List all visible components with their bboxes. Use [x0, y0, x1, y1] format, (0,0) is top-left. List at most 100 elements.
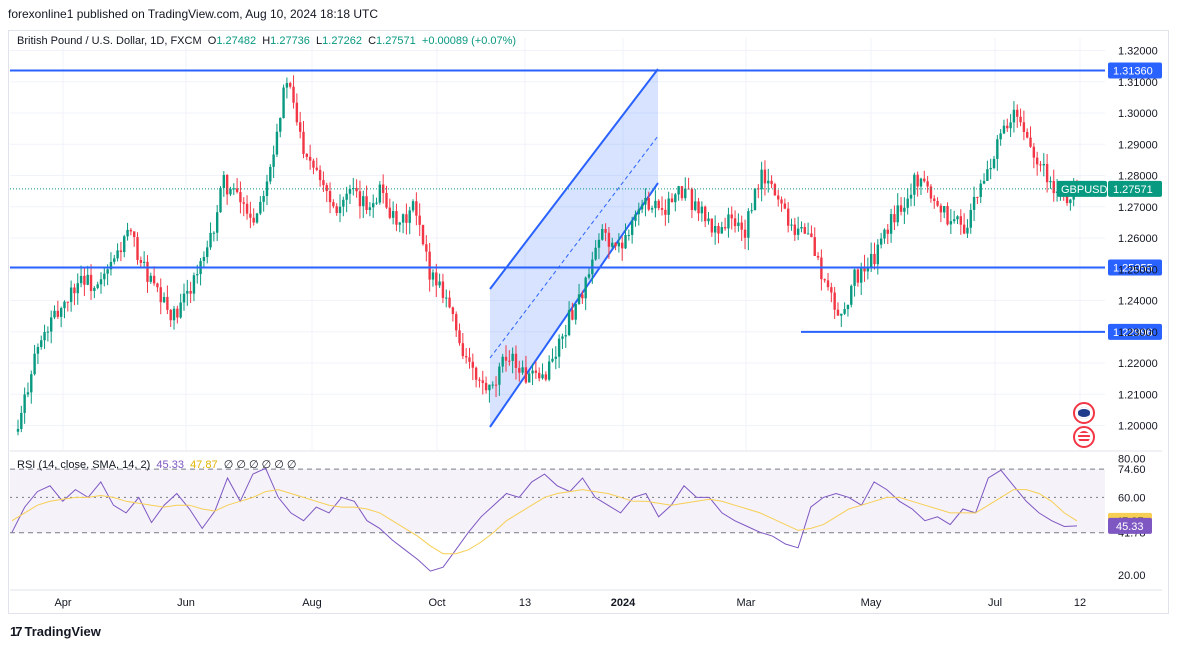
time-tick-label: Mar [737, 597, 756, 609]
candle-body [607, 232, 611, 247]
candle-body [860, 266, 863, 283]
candle-body [152, 275, 156, 284]
candle-body [816, 255, 820, 258]
candle-body [421, 224, 425, 245]
price-tick-label: 1.29000 [1118, 139, 1158, 151]
candle-body [796, 228, 800, 235]
candle-body [166, 297, 169, 310]
candle-body [743, 229, 747, 238]
current-price-label: 1.27571 [1113, 184, 1153, 196]
candle-body [398, 222, 401, 225]
candle-body [909, 194, 913, 199]
candle-body [83, 275, 86, 285]
candle-body [747, 211, 750, 238]
price-tick-label: 1.20000 [1118, 421, 1158, 433]
candle-body [557, 338, 561, 357]
candle-body [640, 204, 644, 210]
candle-body [800, 226, 803, 229]
candle-body [767, 180, 770, 184]
candle-body [1009, 122, 1012, 129]
candle-body [946, 206, 949, 225]
candle-body [212, 232, 216, 234]
candle-body [189, 290, 192, 294]
candle-body [109, 261, 113, 270]
candle-body [773, 184, 777, 196]
candle-body [727, 214, 730, 229]
candle-body [929, 186, 933, 199]
brand-name: TradingView [24, 624, 101, 639]
rsi-tag-bg [1108, 517, 1152, 534]
chart-frame [8, 30, 1169, 614]
tradingview-logo[interactable]: 17 TradingView [10, 624, 101, 639]
level-label-bg [1108, 259, 1162, 276]
candle-body [544, 374, 548, 380]
candle-body [132, 231, 136, 238]
price-tick-label: 1.25000 [1118, 264, 1158, 276]
candle-body [33, 353, 36, 375]
level-label: 1.31360 [1113, 66, 1153, 78]
candle-body [733, 218, 737, 227]
candle-body [996, 139, 999, 159]
tradingview-logo-icon: 17 [10, 624, 23, 639]
candle-body [538, 372, 541, 379]
candle-body [514, 353, 518, 368]
candle-body [943, 206, 946, 213]
candle-body [694, 201, 697, 211]
candle-body [186, 290, 189, 294]
price-tick-label: 1.26000 [1118, 233, 1158, 245]
price-tick-label: 1.28000 [1118, 171, 1158, 183]
price-tick-label: 1.27000 [1118, 202, 1158, 214]
candle-body [149, 275, 152, 282]
candle-body [624, 235, 627, 249]
candle-body [680, 186, 684, 199]
candle-body [116, 250, 119, 259]
candle-body [1019, 116, 1022, 123]
candle-body [225, 174, 229, 195]
candle-body [355, 188, 358, 192]
candle-body [826, 280, 830, 288]
candle-body [873, 253, 876, 265]
candle-body [956, 216, 959, 220]
candle-body [338, 206, 342, 213]
candle-body [285, 83, 289, 88]
gbp-flag-icon[interactable] [1073, 402, 1095, 424]
candle-body [202, 256, 206, 262]
candle-body [972, 196, 976, 210]
time-tick-label: Jul [988, 597, 1002, 609]
candle-body [986, 169, 989, 181]
rsi-legend: RSI (14, close, SMA, 14, 2) 45.33 47.87 … [17, 458, 297, 471]
symbol-tag: GBPUSD [1061, 184, 1108, 196]
candle-body [979, 183, 982, 197]
candle-body [103, 273, 106, 280]
candle-body [455, 314, 458, 331]
time-tick-label: Jun [177, 597, 195, 609]
candle-body [810, 233, 813, 238]
candle-body [786, 208, 790, 226]
candle-body [395, 211, 398, 225]
candle-body [597, 239, 601, 248]
candle-body [713, 225, 717, 233]
candle-body [982, 180, 986, 184]
level-label-bg [1108, 62, 1162, 79]
candle-body [262, 195, 265, 202]
candle-body [322, 180, 325, 186]
candle-body [604, 229, 607, 233]
candle-body [830, 287, 833, 293]
candle-body [923, 178, 926, 182]
rsi-line [11, 467, 1078, 572]
candle-body [119, 250, 123, 253]
candle-body [315, 167, 318, 170]
candle-body [295, 102, 299, 123]
candle-body [26, 392, 30, 395]
price-tick-label: 1.30000 [1118, 108, 1158, 120]
candle-body [657, 200, 660, 209]
candle-body [498, 366, 501, 385]
candle-body [952, 219, 956, 222]
candle-body [710, 218, 714, 233]
time-axis: Apr Jun Aug Oct 13 2024 Mar May Jul 12 [10, 589, 1162, 609]
candle-body [113, 258, 116, 262]
usd-flag-icon[interactable] [1073, 426, 1095, 448]
candle-body [239, 192, 242, 203]
